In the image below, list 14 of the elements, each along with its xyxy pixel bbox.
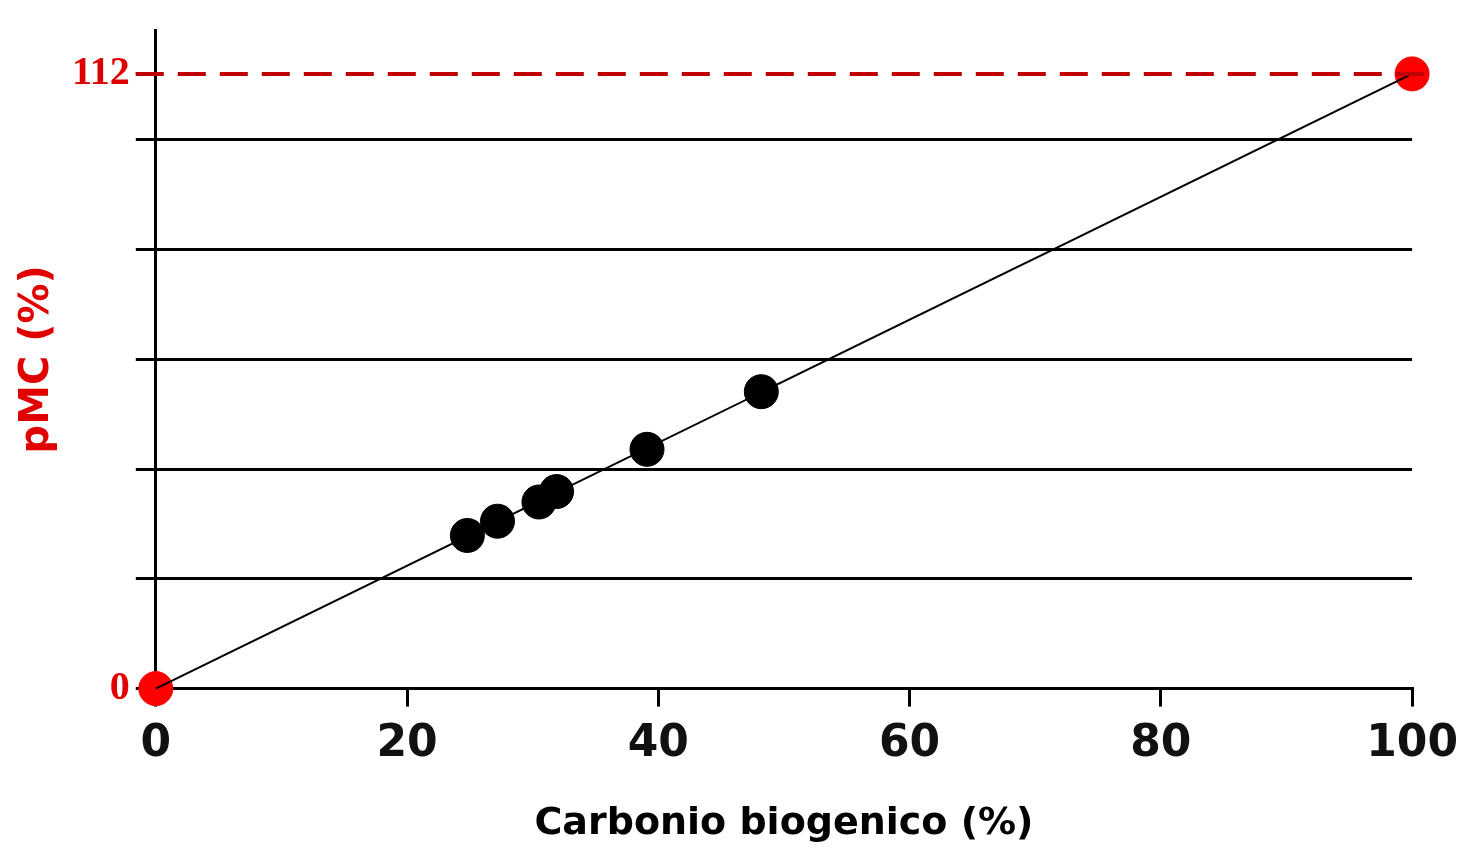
point [629, 431, 665, 467]
y-tick-label: 112 [72, 48, 130, 94]
x-tick-label: 80 [1130, 715, 1192, 767]
x-tick-label: 100 [1366, 715, 1459, 767]
x-tick-label: 0 [140, 715, 172, 767]
x-tick-label: 20 [376, 715, 438, 767]
point [743, 374, 779, 410]
x-axis-title: Carbonio biogenico (%) [534, 799, 1034, 844]
point [539, 474, 575, 510]
y-axis-title: pMC (%) [11, 265, 58, 454]
point [449, 517, 485, 553]
point [480, 503, 515, 539]
x-tick-label: 60 [878, 715, 941, 767]
x-tick-label: 40 [627, 715, 689, 767]
